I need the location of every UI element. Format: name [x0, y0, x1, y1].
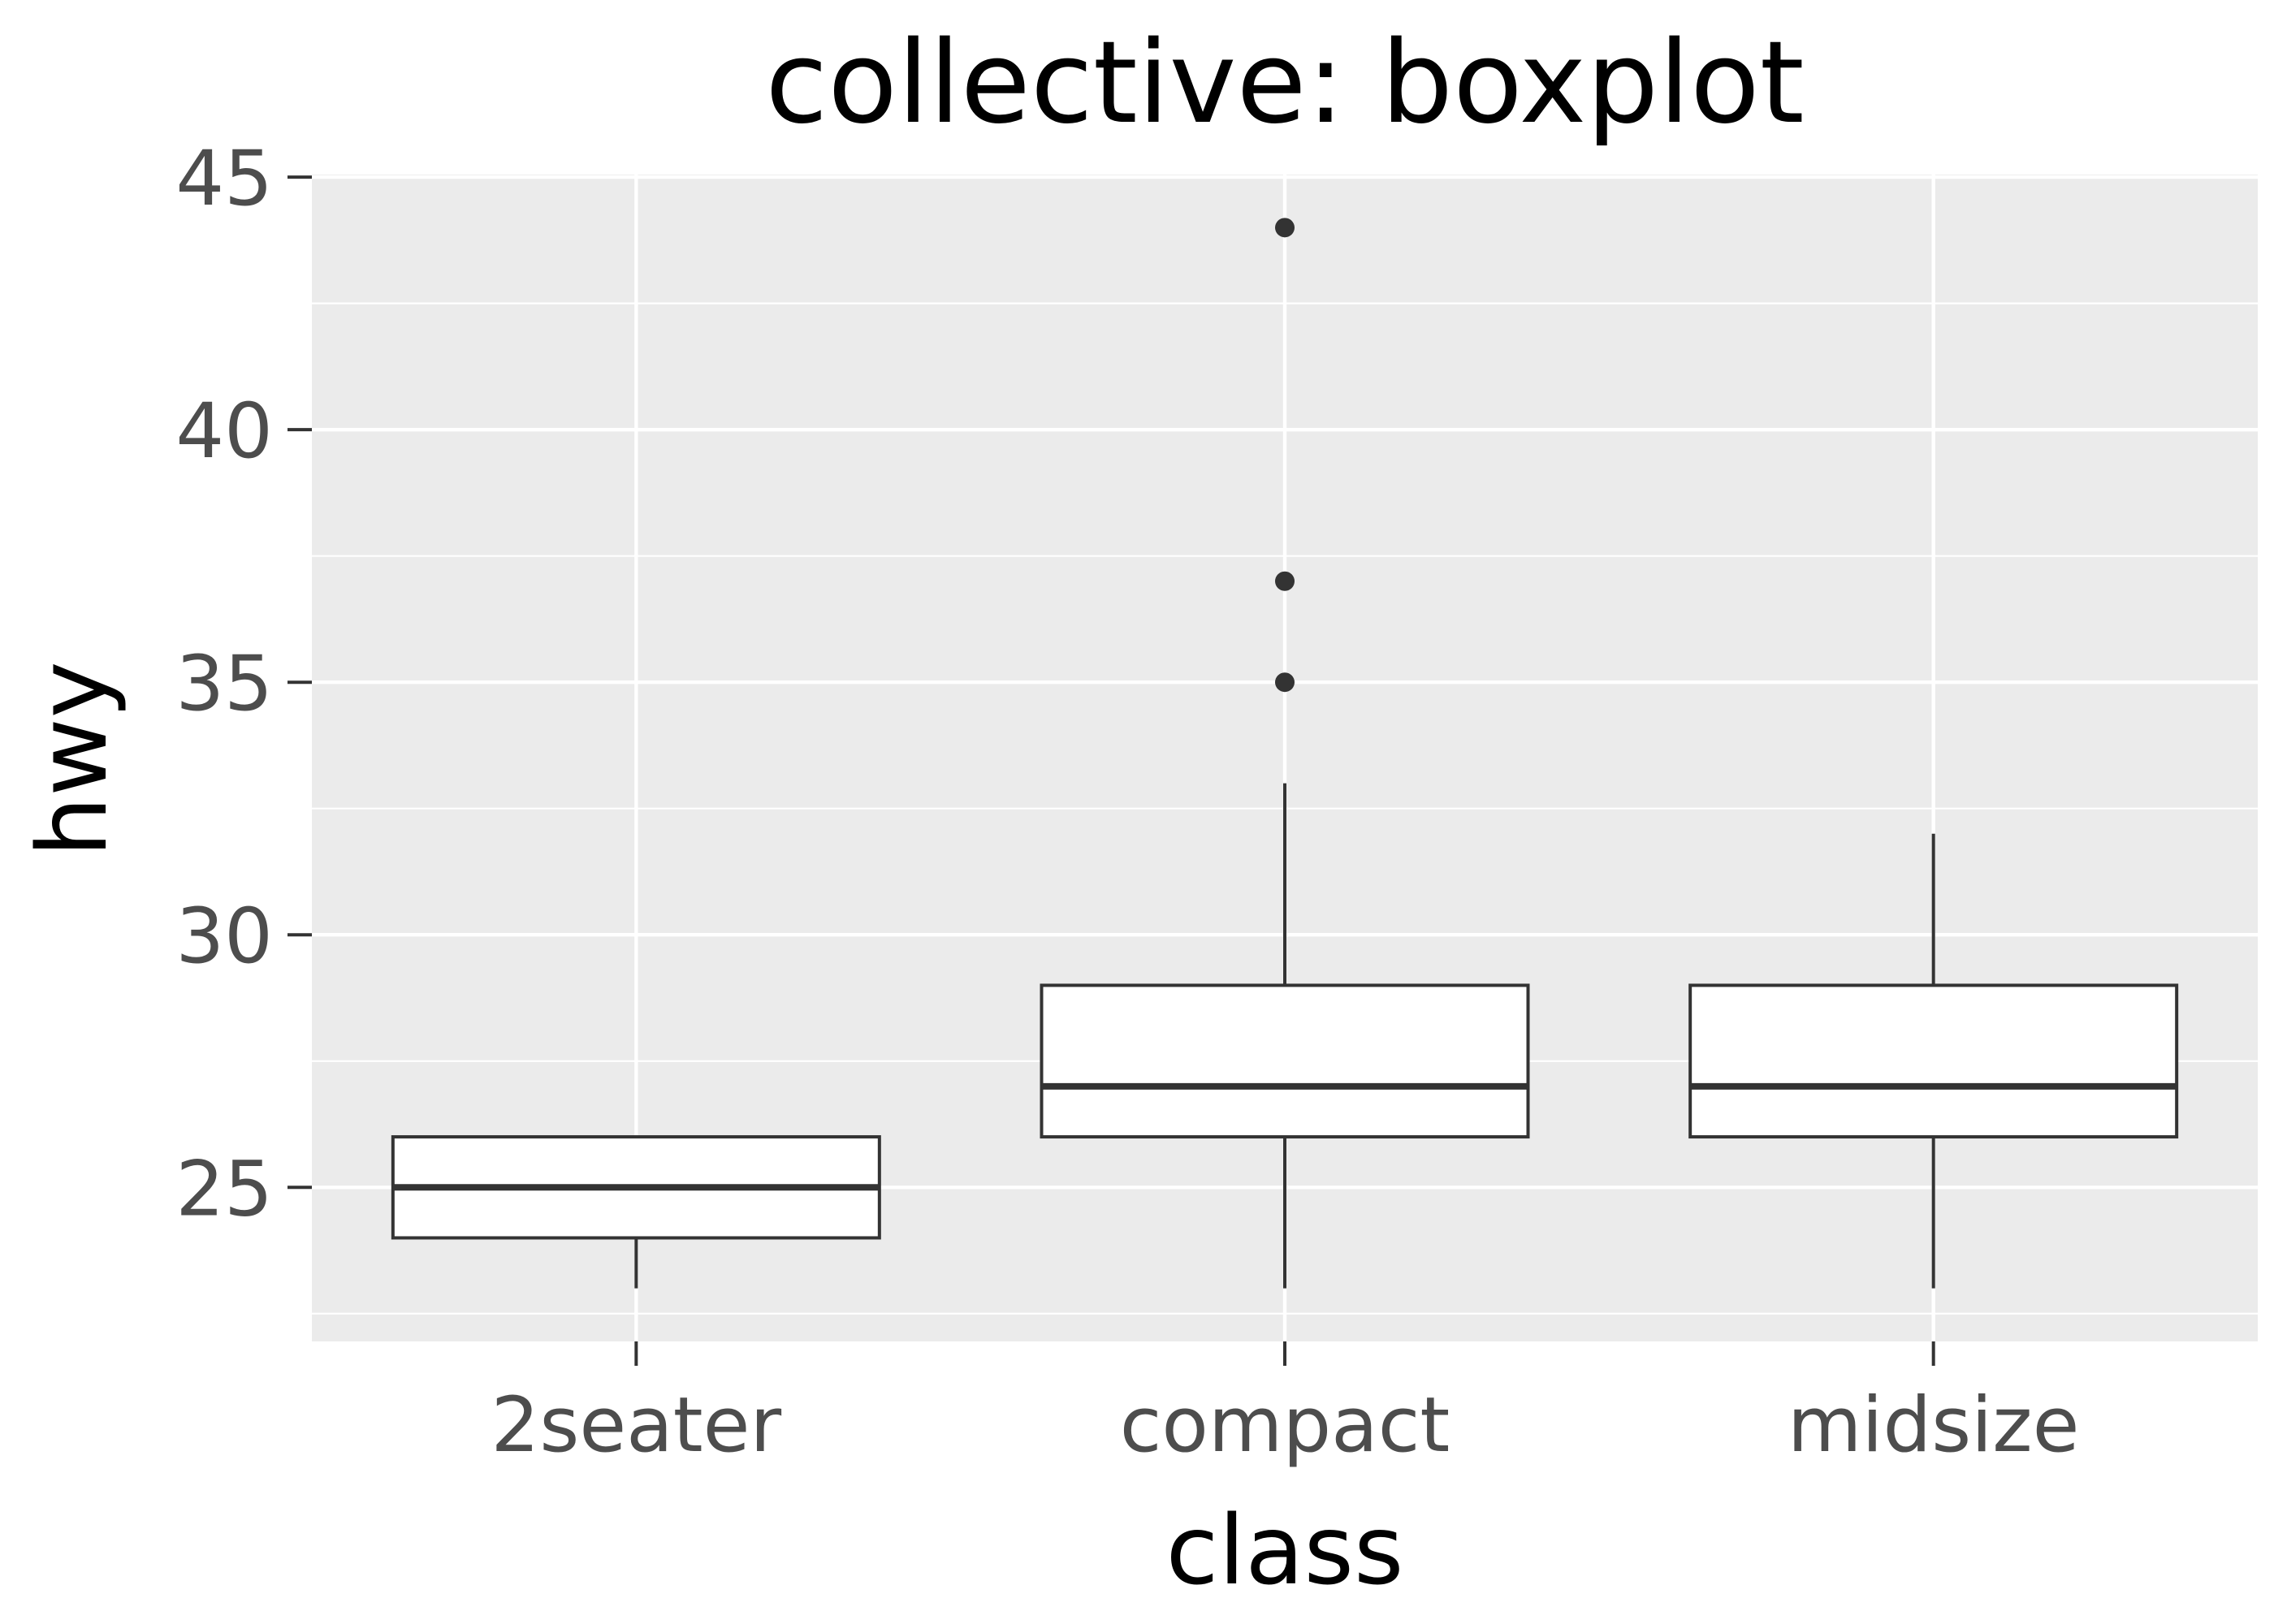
- x-tick-label: midsize: [1788, 1381, 2080, 1470]
- y-tick-label: 25: [175, 1145, 273, 1233]
- y-tick-label: 45: [175, 135, 273, 223]
- outlier-point: [1275, 571, 1295, 591]
- chart-title: collective: boxplot: [765, 17, 1804, 149]
- box-midsize: [1688, 833, 2179, 1289]
- box-compact: [1040, 218, 1530, 1289]
- x-tick-label: compact: [1120, 1381, 1450, 1470]
- x-axis-title: class: [1166, 1494, 1404, 1606]
- box-iqr: [1040, 983, 1530, 1139]
- x-axis: 2seater compact midsize: [491, 1341, 2080, 1470]
- y-axis-title: hwy: [16, 661, 128, 857]
- outlier-point: [1275, 672, 1295, 693]
- x-tick-label: 2seater: [491, 1381, 782, 1470]
- box-iqr: [1688, 983, 2179, 1139]
- outlier-point: [1275, 218, 1295, 238]
- y-axis: 25 30 35 40 45: [175, 135, 312, 1233]
- y-tick-label: 40: [175, 387, 273, 476]
- y-tick-label: 30: [175, 892, 273, 981]
- boxes: [391, 218, 2179, 1289]
- box-2seater: [391, 1135, 881, 1289]
- y-tick-label: 35: [175, 640, 273, 728]
